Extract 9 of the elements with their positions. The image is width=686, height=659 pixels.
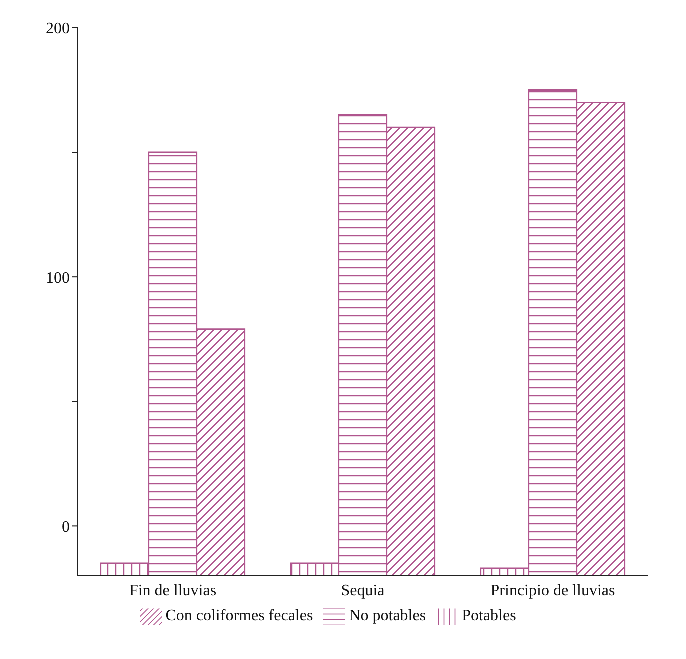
x-tick-label: Fin de lluvias [129, 582, 217, 600]
x-tick-label: Principio de lluvias [490, 582, 616, 600]
legend-label: Con coliformes fecales [166, 608, 314, 625]
legend-label: Potables [462, 608, 516, 625]
y-tick-label: 200 [46, 20, 70, 38]
y-tick-label: 0 [62, 518, 70, 536]
x-tick-label: Sequia [341, 582, 385, 600]
y-tick-label: 100 [46, 270, 70, 287]
legend-label: No potables [349, 608, 426, 625]
